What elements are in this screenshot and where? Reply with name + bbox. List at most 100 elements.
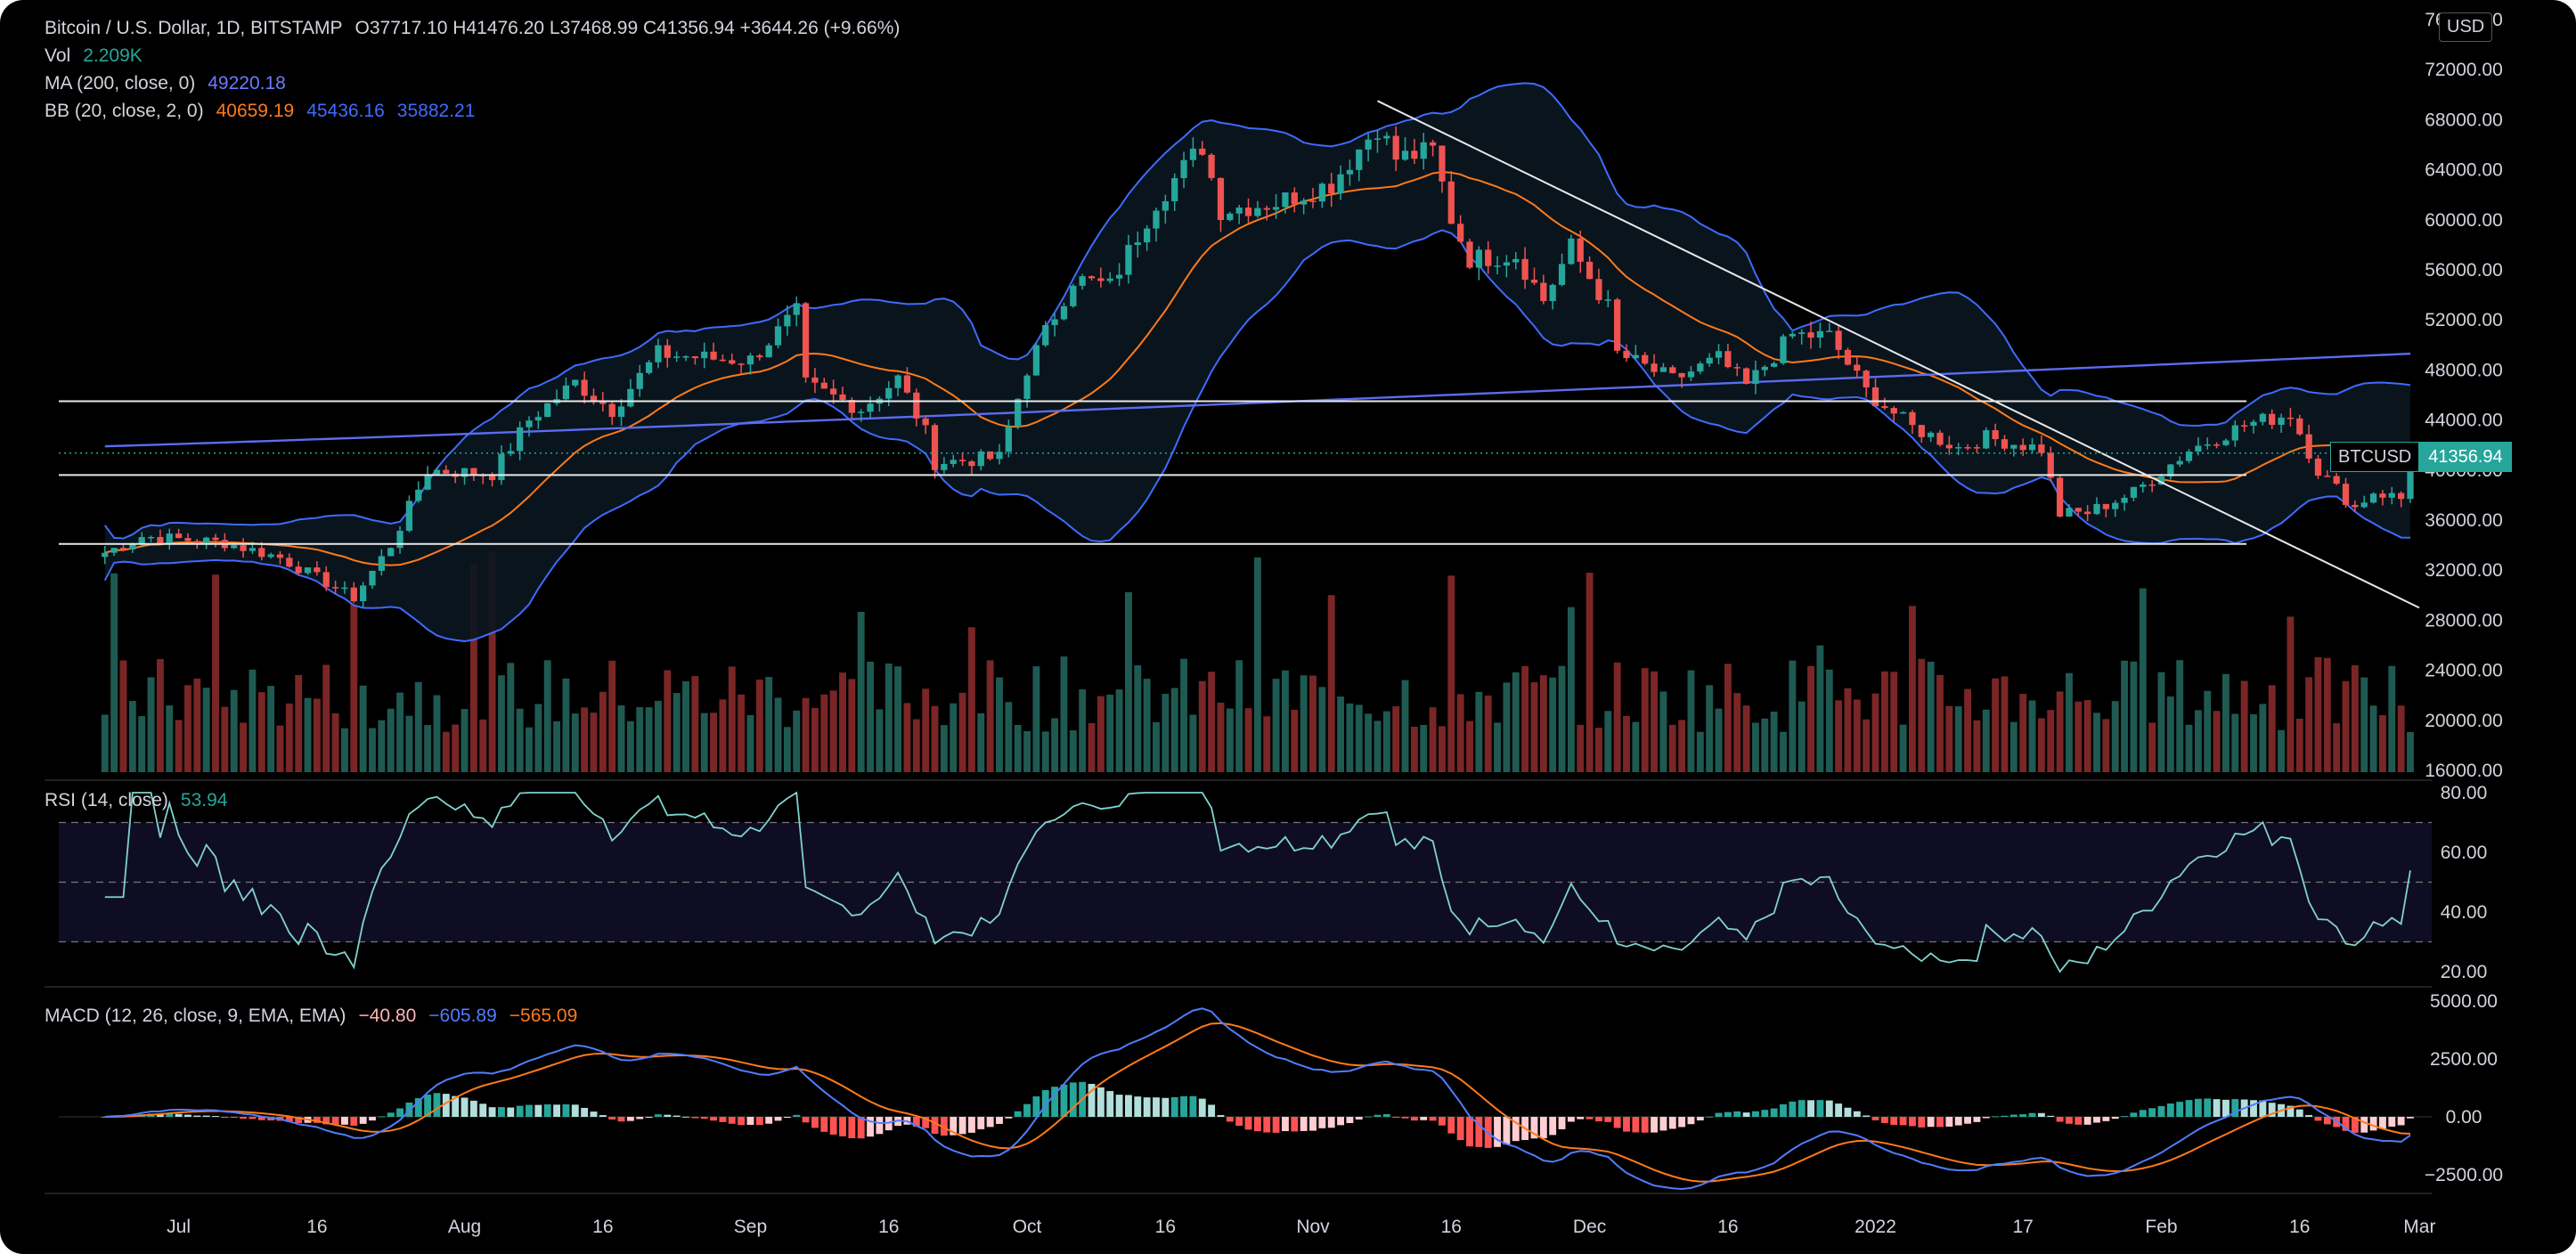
candle-body (1346, 169, 1354, 175)
volume-bar (1797, 701, 1806, 772)
volume-bar (1604, 711, 1612, 772)
candle-body (1032, 345, 1040, 376)
candle-body (110, 548, 118, 553)
price-tick-label: 68000.00 (2425, 110, 2503, 130)
candle-body (2093, 503, 2100, 515)
volume-bar (562, 678, 570, 772)
macd-histogram-bar (1733, 1111, 1741, 1117)
volume-bar (626, 721, 634, 772)
volume-bar (2139, 588, 2147, 772)
candle-body (2019, 444, 2026, 451)
volume-bar (1162, 694, 1170, 772)
volume-bar (1032, 666, 1040, 772)
macd-histogram-bar (2001, 1115, 2009, 1117)
volume-bar (1079, 688, 1087, 772)
volume-bar (2222, 673, 2230, 772)
candle-body (2305, 434, 2312, 459)
macd-histogram-bar (1115, 1095, 1123, 1117)
volume-bar (1208, 672, 1216, 772)
bb-label: BB (20, close, 2, 0) (45, 101, 204, 121)
candle-body (1485, 249, 1492, 266)
volume-bar (1180, 658, 1187, 772)
volume-bar (1512, 672, 1520, 772)
volume-bar (1263, 716, 1271, 772)
volume-bar (1429, 707, 1437, 772)
volume-bar (1715, 708, 1723, 772)
candle-body (867, 403, 874, 412)
macd-histogram-bar (1410, 1117, 1418, 1121)
macd-histogram-bar (1871, 1117, 1879, 1120)
macd-histogram-bar (820, 1117, 828, 1132)
volume-bar (1668, 724, 1676, 772)
macd-histogram-bar (986, 1117, 994, 1128)
volume-bar (1613, 662, 1621, 772)
candle-body (212, 537, 219, 541)
time-tick-label: 16 (306, 1217, 327, 1237)
rsi-legend[interactable]: RSI (14, close) 53.94 (45, 790, 240, 811)
candle-body (1235, 208, 1243, 214)
macd-histogram-bar (1927, 1117, 1935, 1128)
volume-bar (507, 663, 515, 772)
price-tick-label: 52000.00 (2425, 310, 2503, 330)
candle-body (1512, 258, 1520, 263)
volume-bar (156, 658, 164, 772)
candle-body (175, 533, 183, 539)
candle-body (1835, 330, 1842, 350)
macd-histogram-bar (1604, 1117, 1612, 1122)
candle-body (1807, 332, 1814, 338)
volume-bar (2204, 690, 2212, 772)
volume-bar (1170, 688, 1178, 772)
volume-bar (2213, 711, 2221, 772)
candle-body (1826, 330, 1833, 332)
candle-body (2314, 458, 2322, 476)
macd-histogram-bar (295, 1117, 303, 1124)
volume-bar (1410, 727, 1418, 772)
candle-body (2038, 444, 2045, 453)
candle-body (1125, 245, 1132, 275)
macd-histogram-bar (765, 1117, 773, 1124)
macd-histogram-bar (488, 1107, 496, 1117)
candle-body (1651, 363, 1658, 372)
candle-body (1015, 398, 1022, 427)
candle-body (2287, 417, 2295, 419)
volume-bar (1051, 718, 1059, 772)
volume-bar (765, 677, 773, 772)
volume-bar (1678, 720, 1686, 772)
candle-body (802, 303, 810, 378)
ma-legend[interactable]: MA (200, close, 0) 49220.18 (45, 73, 298, 94)
macd-histogram-bar (1715, 1112, 1723, 1117)
volume-bar (655, 700, 662, 772)
candle-body (166, 533, 173, 543)
macd-histogram-bar (2388, 1117, 2396, 1127)
price-tick-label: 24000.00 (2425, 661, 2503, 681)
macd-histogram-bar (738, 1117, 746, 1126)
macd-histogram-bar (1687, 1117, 1695, 1125)
macd-histogram-bar (322, 1117, 330, 1125)
macd-histogram-bar (2268, 1103, 2276, 1117)
candle-body (1577, 238, 1584, 262)
bb-legend[interactable]: BB (20, close, 2, 0) 40659.19 45436.16 3588… (45, 101, 487, 122)
bb-upper-value: 45436.16 (306, 101, 385, 121)
macd-histogram-bar (2066, 1117, 2073, 1124)
volume-bar (1282, 670, 1289, 772)
candle-body (517, 427, 524, 452)
macd-histogram-bar (746, 1117, 754, 1125)
volume-bar (1318, 687, 1326, 772)
candle-body (1457, 224, 1464, 242)
currency-button[interactable]: USD (2439, 12, 2493, 42)
macd-line (104, 1007, 2411, 1191)
candle-body (341, 587, 348, 590)
volume-bar (986, 660, 994, 772)
candle-body (608, 403, 615, 418)
macd-legend[interactable]: MACD (12, 26, close, 9, EMA, EMA) −40.80−… (45, 1006, 590, 1027)
macd-histogram-bar (1586, 1117, 1594, 1120)
candle-body (1687, 371, 1695, 378)
macd-histogram-bar (1789, 1101, 1797, 1117)
volume-bar (341, 728, 348, 772)
candle-body (488, 475, 496, 481)
volume-bar (1189, 714, 1197, 772)
candle-body (1715, 351, 1723, 358)
volume-legend[interactable]: Vol 2.209K (45, 45, 155, 67)
